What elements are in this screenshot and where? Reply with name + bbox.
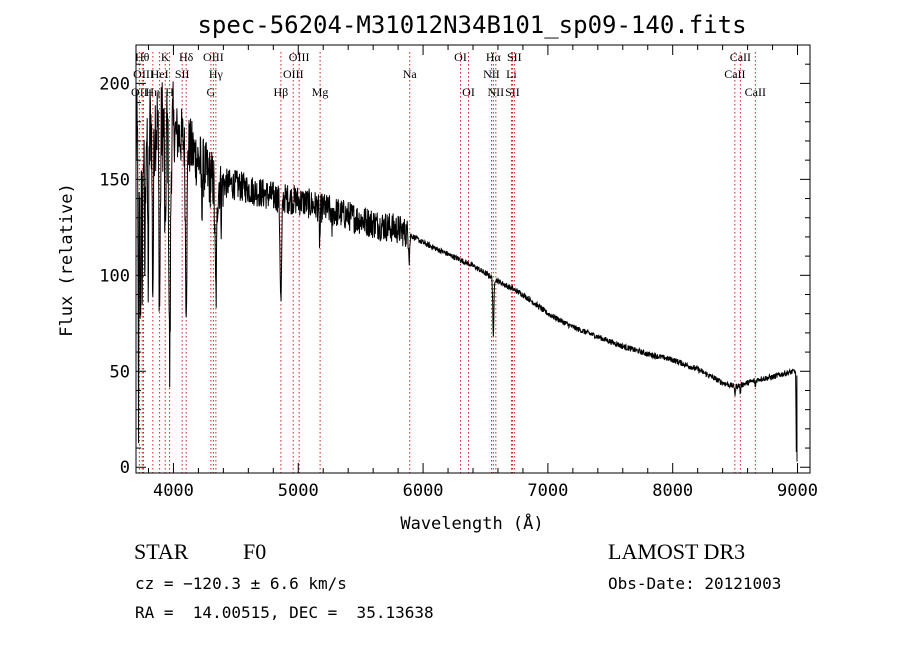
x-tick-label: 4000 <box>153 481 194 501</box>
line-marker-label: H <box>165 85 174 99</box>
line-marker-label: HeI <box>151 67 169 81</box>
line-marker-label: Mg <box>312 85 329 99</box>
line-marker-label: SII <box>507 50 522 64</box>
line-marker-label: Hα <box>486 50 502 64</box>
spectrum-series <box>135 81 798 462</box>
line-marker-label: SII <box>175 67 190 81</box>
line-marker-label: NII <box>488 85 505 99</box>
line-marker-label: OI <box>454 50 467 64</box>
object-class: STAR <box>134 539 189 564</box>
redshift-value: cz = −120.3 ± 6.6 km/s <box>135 574 347 593</box>
object-subclass: F0 <box>243 539 267 564</box>
line-marker-label: Hγ <box>209 67 224 81</box>
y-tick-label: 100 <box>99 266 130 286</box>
survey-name: LAMOST DR3 <box>608 539 746 564</box>
x-axis-label: Wavelength (Å) <box>400 512 543 534</box>
y-axis-label: Flux (relative) <box>57 183 77 337</box>
plot-frame <box>135 44 811 474</box>
line-marker-label: OIII <box>289 50 310 64</box>
y-tick-label: 150 <box>99 170 130 190</box>
line-marker-label: Li <box>506 67 517 81</box>
line-marker-label: K <box>161 50 170 64</box>
line-marker-label: CaII <box>745 85 766 99</box>
x-tick-label: 6000 <box>403 481 444 501</box>
line-marker-label: OI <box>462 85 475 99</box>
line-marker-label: OIII <box>203 50 224 64</box>
line-marker-label: NII <box>483 67 500 81</box>
y-tick-label: 200 <box>99 74 130 94</box>
x-tick-label: 8000 <box>652 481 693 501</box>
observation-date: Obs-Date: 20121003 <box>608 574 782 593</box>
line-marker-label: Hθ <box>135 50 150 64</box>
line-markers: OIIHθOIIIHηHeIKHSIIHδGOIIIHγHβOIIIOIIIMg… <box>131 50 766 473</box>
x-tick-label: 7000 <box>527 481 568 501</box>
line-marker-label: Hη <box>145 85 160 99</box>
line-marker-label: CaII <box>730 50 751 64</box>
line-marker-label: SII <box>505 85 520 99</box>
line-marker-label: Na <box>403 67 418 81</box>
line-marker-label: CaII <box>724 67 745 81</box>
x-tick-label: 5000 <box>278 481 319 501</box>
y-tick-label: 0 <box>120 458 130 478</box>
line-marker-label: OIII <box>133 67 154 81</box>
line-marker-label: Hδ <box>179 50 194 64</box>
line-marker-label: G <box>207 85 216 99</box>
line-marker-label: OIII <box>283 67 304 81</box>
chart-title: spec-56204-M31012N34B101_sp09-140.fits <box>197 11 746 39</box>
axes: 4000 5000 6000 7000 8000 9000 0 50 100 150 200 <box>99 45 818 501</box>
spectrum-line <box>135 81 798 462</box>
y-tick-label: 50 <box>110 362 130 382</box>
coordinates: RA = 14.00515, DEC = 35.13638 <box>135 603 434 622</box>
line-marker-label: Hβ <box>274 85 289 99</box>
x-tick-label: 9000 <box>777 481 818 501</box>
